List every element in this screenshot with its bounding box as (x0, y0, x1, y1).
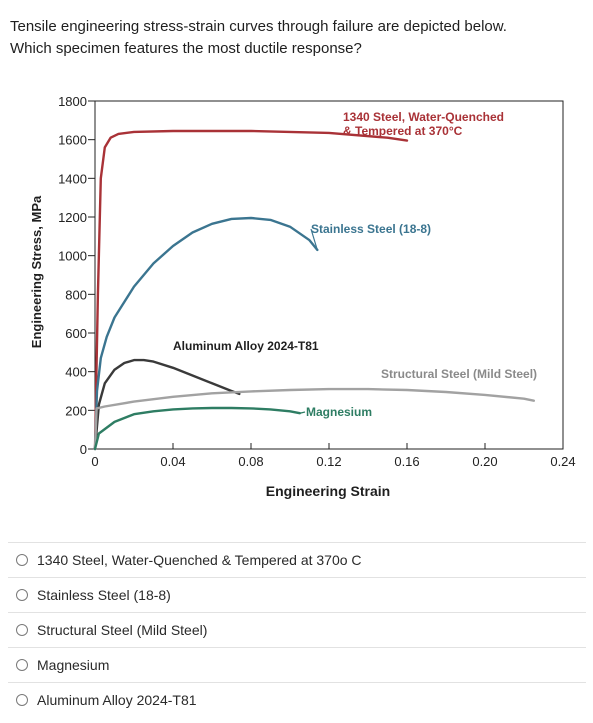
series-label-4: Magnesium (306, 405, 372, 419)
option-structural-steel[interactable]: Structural Steel (Mild Steel) (8, 612, 586, 647)
x-tick-label: 0.12 (316, 454, 341, 469)
y-axis: 0 200 400 600 800 1000 1200 1400 1600 1800 (58, 94, 95, 457)
option-1340-steel[interactable]: 1340 Steel, Water-Quenched & Tempered at… (8, 542, 586, 577)
x-tick-label: 0.04 (160, 454, 185, 469)
y-tick-label: 1000 (58, 249, 87, 264)
series-label-2: Aluminum Alloy 2024-T81 (173, 339, 319, 353)
question-line-1: Tensile engineering stress-strain curves… (10, 18, 507, 35)
y-tick-label: 1800 (58, 94, 87, 109)
series-line-0 (93, 129, 409, 451)
series-label-0: & Tempered at 370°C (343, 124, 463, 138)
series-line-4 (93, 406, 301, 451)
series-line-1 (93, 216, 319, 451)
x-axis-title: Engineering Strain (266, 483, 390, 499)
series-lines (93, 129, 535, 451)
radio-button[interactable] (16, 624, 28, 636)
option-stainless-steel[interactable]: Stainless Steel (18-8) (8, 577, 586, 612)
x-axis: 0 0.04 0.08 0.12 0.16 0.20 0.24 (91, 443, 576, 469)
series-label-0: 1340 Steel, Water-Quenched (343, 110, 504, 124)
question-line-2: Which specimen features the most ductile… (10, 40, 362, 57)
option-label: Stainless Steel (18-8) (37, 587, 171, 603)
series-label-1: Stainless Steel (18-8) (311, 222, 431, 236)
x-tick-label: 0.20 (472, 454, 497, 469)
y-tick-label: 600 (65, 326, 87, 341)
y-axis-title: Engineering Stress, MPa (29, 195, 44, 348)
series-line-3 (93, 387, 535, 451)
y-tick-label: 1400 (58, 171, 87, 186)
question-text: Tensile engineering stress-strain curves… (10, 16, 585, 60)
x-tick-label: 0.24 (550, 454, 575, 469)
series-label-3: Structural Steel (Mild Steel) (381, 367, 537, 381)
radio-button[interactable] (16, 589, 28, 601)
option-magnesium[interactable]: Magnesium (8, 647, 586, 682)
option-label: Magnesium (37, 657, 110, 673)
y-tick-label: 200 (65, 403, 87, 418)
y-tick-label: 0 (80, 442, 87, 457)
y-tick-label: 1200 (58, 210, 87, 225)
x-tick-label: 0 (91, 454, 98, 469)
x-tick-label: 0.16 (394, 454, 419, 469)
option-aluminum-alloy[interactable]: Aluminum Alloy 2024-T81 (8, 682, 586, 717)
x-tick-label: 0.08 (238, 454, 263, 469)
option-label: 1340 Steel, Water-Quenched & Tempered at… (37, 552, 362, 568)
radio-button[interactable] (16, 659, 28, 671)
series-labels: 1340 Steel, Water-Quenched& Tempered at … (173, 110, 537, 419)
radio-button[interactable] (16, 694, 28, 706)
y-tick-label: 800 (65, 287, 87, 302)
series-line-2 (93, 358, 241, 451)
label-leader (310, 228, 318, 251)
y-tick-label: 1600 (58, 133, 87, 148)
label-leader (299, 411, 306, 414)
y-tick-label: 400 (65, 365, 87, 380)
radio-button[interactable] (16, 554, 28, 566)
option-label: Structural Steel (Mild Steel) (37, 622, 208, 638)
option-label: Aluminum Alloy 2024-T81 (37, 692, 197, 708)
